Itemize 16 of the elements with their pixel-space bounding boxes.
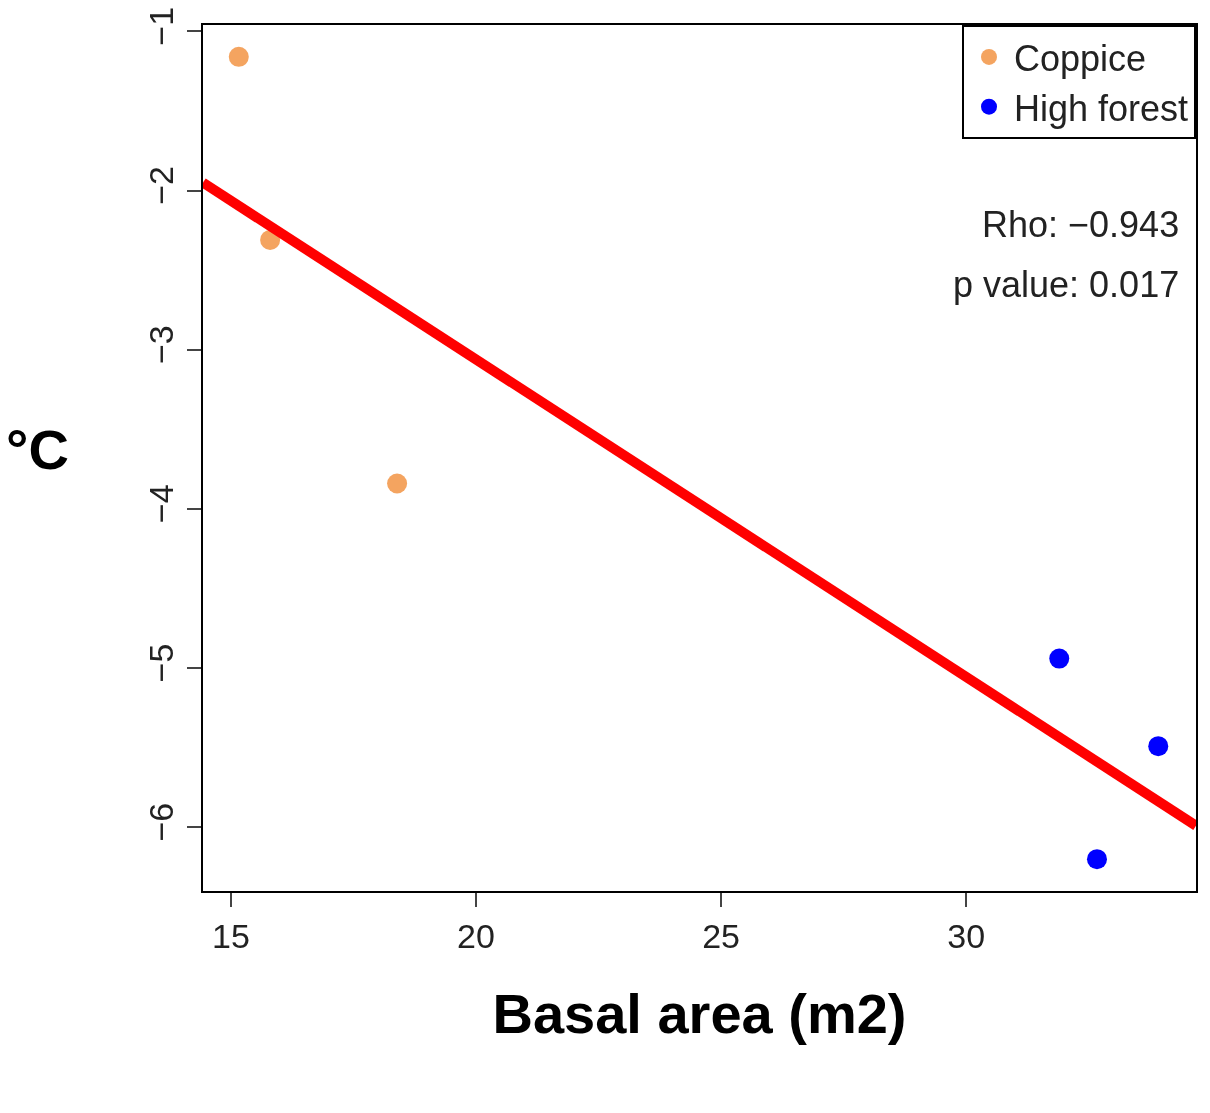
annotation: Rho: −0.943 — [982, 204, 1180, 245]
x-tick-label: 20 — [457, 916, 495, 955]
y-tick-label: −3 — [142, 325, 181, 365]
y-axis-title: °C — [6, 418, 69, 481]
x-tick-label: 30 — [947, 916, 986, 955]
x-tick-label: 25 — [702, 916, 740, 955]
x-axis-title: Basal area (m2) — [492, 982, 907, 1045]
y-tick-label: −2 — [142, 166, 181, 205]
legend-label: High forest — [1014, 87, 1189, 129]
y-tick-label: −1 — [142, 6, 181, 46]
y-tick-label: −5 — [142, 643, 181, 683]
y-tick-label: −6 — [142, 802, 181, 842]
annotation: p value: 0.017 — [953, 264, 1180, 305]
legend-label: Coppice — [1014, 37, 1147, 79]
y-tick-label: −4 — [142, 484, 181, 524]
x-tick-label: 15 — [212, 916, 250, 955]
